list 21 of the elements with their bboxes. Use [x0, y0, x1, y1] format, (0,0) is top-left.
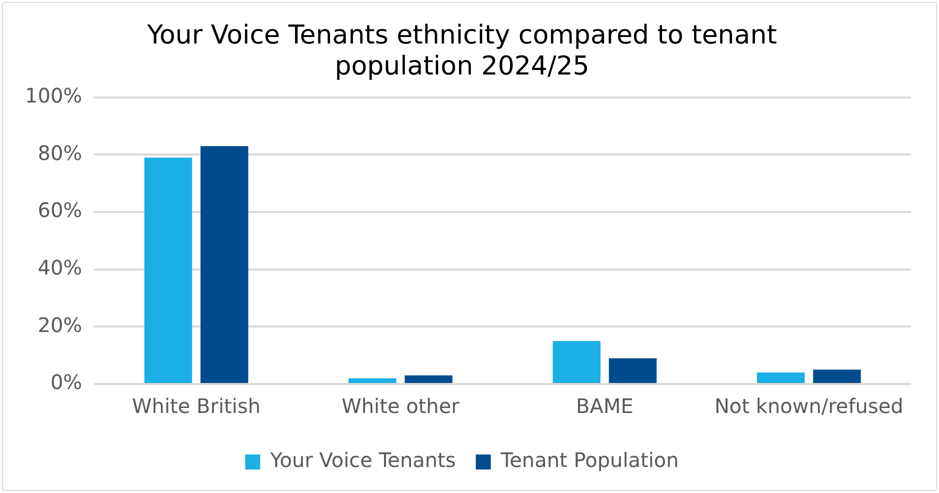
x-tick-label: White other	[342, 394, 460, 418]
bar	[552, 341, 600, 383]
y-tick-label: 40%	[38, 256, 82, 280]
legend-label: Tenant Population	[500, 448, 679, 472]
legend-label: Your Voice Tenants	[269, 448, 456, 472]
x-tick-label: BAME	[576, 394, 634, 418]
bar	[756, 372, 805, 383]
bar	[813, 370, 861, 383]
x-tick-label: Not known/refused	[714, 394, 904, 418]
y-tick-label: 80%	[38, 140, 82, 165]
y-tick-label: 20%	[38, 312, 82, 337]
bar	[348, 378, 396, 383]
y-tick-label: 60%	[38, 198, 82, 222]
bar	[144, 158, 192, 383]
bar	[608, 358, 657, 383]
bar	[404, 375, 452, 383]
y-tick-label: 0%	[50, 370, 82, 394]
x-tick-label: White British	[132, 394, 261, 418]
y-tick-label: 100%	[24, 84, 82, 108]
bar	[200, 146, 248, 383]
chart-title: Your Voice Tenants ethnicity compared to tenant population 2024/25	[146, 20, 777, 82]
